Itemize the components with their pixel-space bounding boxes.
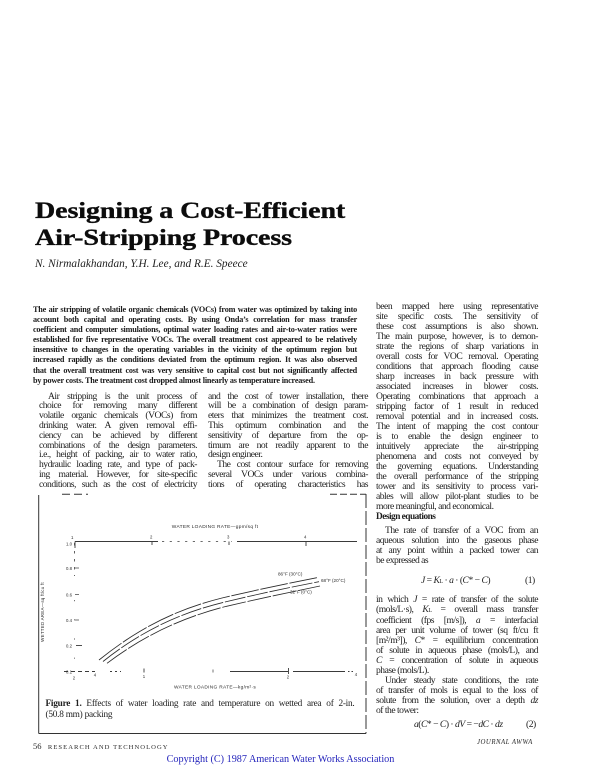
- svg-text:WATER LOADING RATE—kg/m²·s: WATER LOADING RATE—kg/m²·s: [174, 685, 256, 691]
- svg-text:2: 2: [73, 676, 76, 681]
- svg-text:0.1: 0.1: [66, 670, 73, 675]
- svg-text:4: 4: [355, 672, 358, 677]
- svg-text:WETTED AREA—sq ft/cu ft: WETTED AREA—sq ft/cu ft: [40, 582, 45, 642]
- svg-text:2: 2: [150, 535, 153, 540]
- svg-text:WATER LOADING RATE—gpm/sq ft: WATER LOADING RATE—gpm/sq ft: [172, 524, 259, 530]
- svg-text:4: 4: [94, 673, 97, 678]
- svg-text:2: 2: [287, 675, 290, 680]
- svg-text:0.2: 0.2: [66, 644, 73, 649]
- svg-text:0.4: 0.4: [66, 618, 73, 623]
- svg-text:1: 1: [143, 674, 146, 679]
- svg-text:1.0: 1.0: [66, 542, 73, 547]
- svg-text:68°F (20°C): 68°F (20°C): [321, 578, 346, 583]
- svg-text:32°F (0°C): 32°F (0°C): [290, 590, 312, 595]
- svg-text:1: 1: [71, 535, 74, 540]
- svg-text:0.8: 0.8: [66, 566, 73, 571]
- svg-text:3: 3: [227, 535, 230, 540]
- svg-text:0.6: 0.6: [66, 593, 73, 598]
- svg-text:4: 4: [304, 535, 307, 540]
- svg-text:86°F (30°C): 86°F (30°C): [278, 572, 303, 577]
